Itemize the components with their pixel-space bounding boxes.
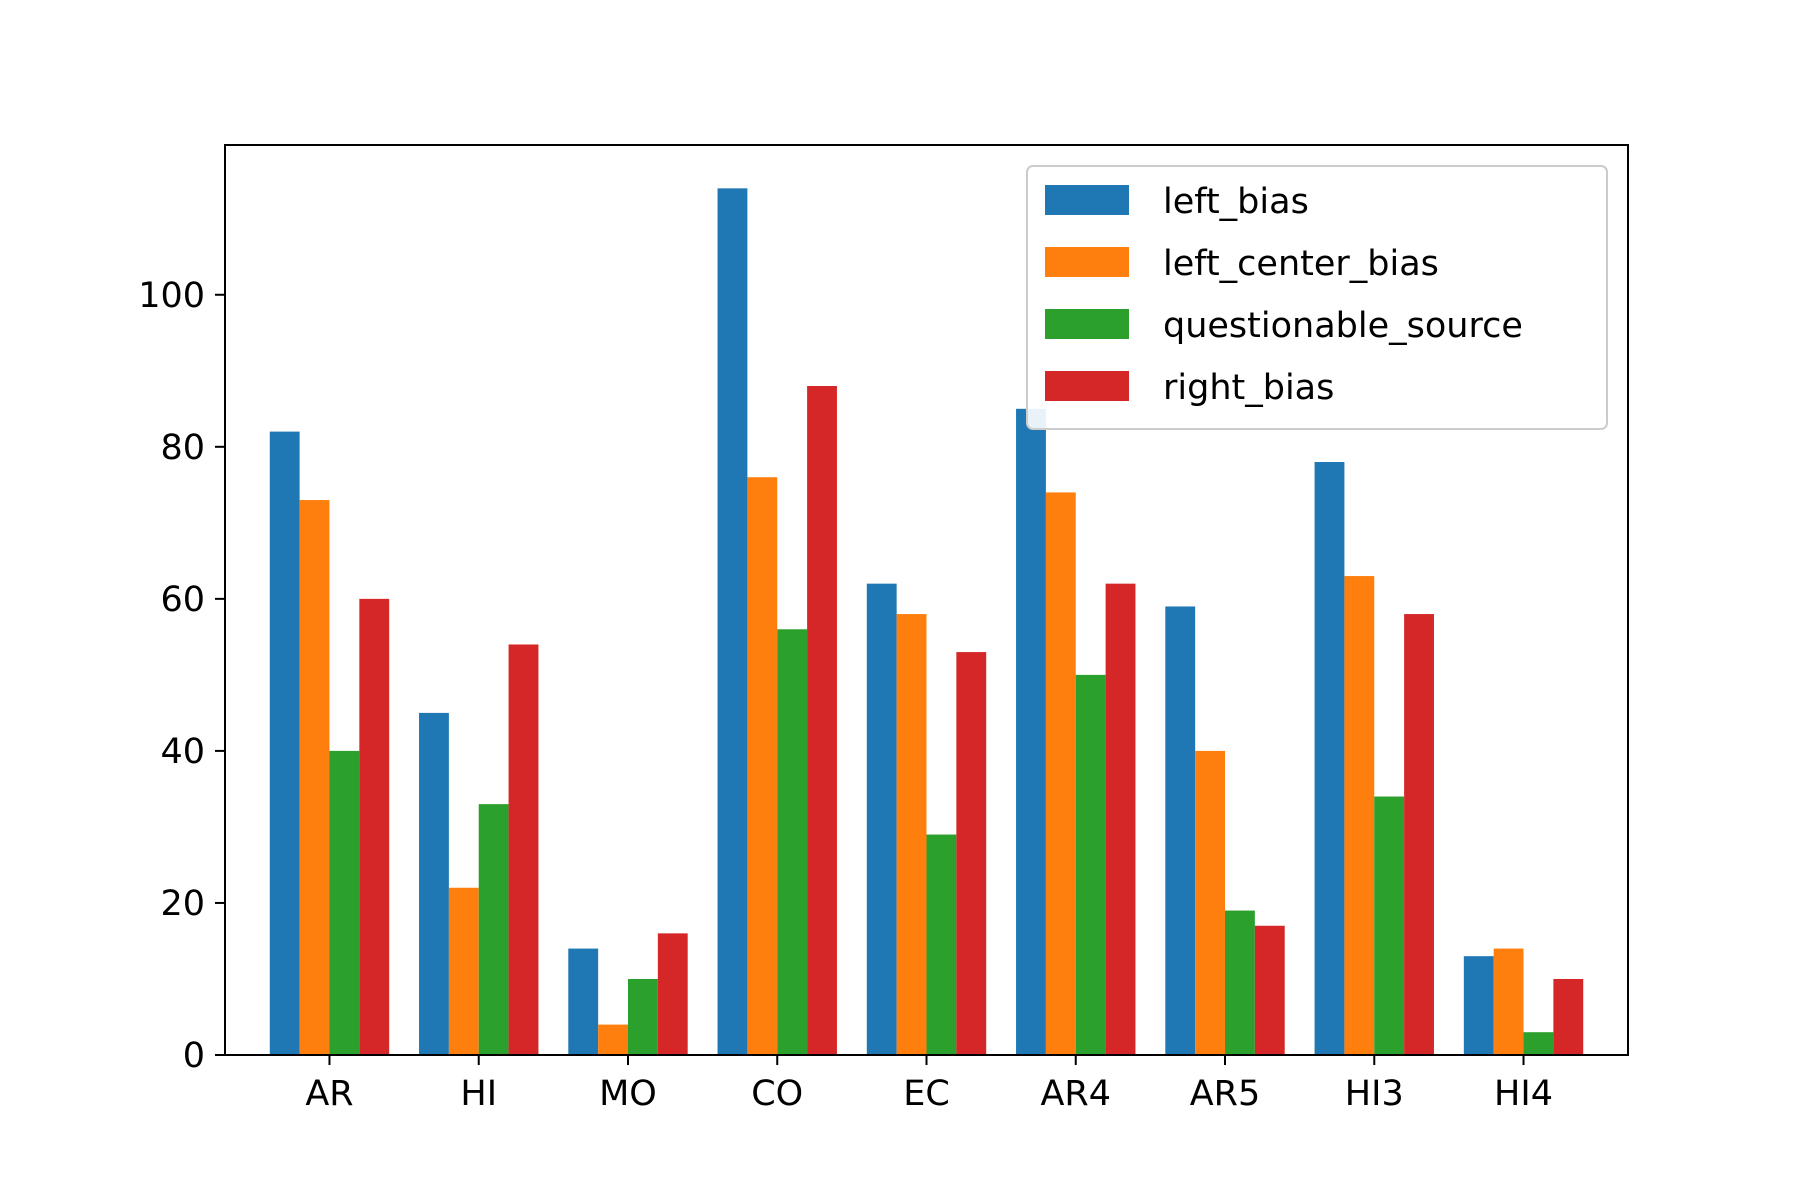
legend-swatch-questionable_source xyxy=(1045,309,1129,339)
bar-questionable_source-HI4 xyxy=(1523,1032,1554,1055)
bar-questionable_source-AR4 xyxy=(1075,674,1106,1055)
x-tick-label: CO xyxy=(751,1074,803,1114)
bar-right_bias-HI4 xyxy=(1553,978,1584,1055)
bar-questionable_source-AR5 xyxy=(1225,910,1255,1055)
bar-left_center_bias-HI xyxy=(448,887,479,1055)
bar-left_bias-CO xyxy=(717,188,748,1056)
bar-left_center_bias-CO xyxy=(747,477,778,1055)
bar-left_bias-EC xyxy=(866,583,897,1055)
bar-questionable_source-HI xyxy=(478,804,509,1055)
x-tick-label: AR xyxy=(305,1074,353,1114)
bar-left_bias-AR xyxy=(269,431,300,1056)
x-tick-label: HI xyxy=(460,1074,497,1114)
legend-label-left_center_bias: left_center_bias xyxy=(1163,244,1439,284)
legend-swatch-right_bias xyxy=(1045,371,1129,401)
x-tick-label: MO xyxy=(599,1074,657,1114)
x-tick-label: HI3 xyxy=(1345,1074,1404,1114)
y-tick-label: 20 xyxy=(160,884,205,924)
bar-left_center_bias-AR xyxy=(299,500,330,1055)
bar-left_bias-AR5 xyxy=(1165,606,1196,1055)
bar-left_center_bias-AR4 xyxy=(1045,492,1076,1056)
bar-left_bias-HI4 xyxy=(1463,956,1494,1055)
bar-left_center_bias-HI3 xyxy=(1344,576,1375,1055)
bar-right_bias-HI xyxy=(508,644,539,1055)
bar-right_bias-AR5 xyxy=(1254,925,1285,1055)
bar-left_center_bias-MO xyxy=(598,1024,628,1055)
plot-frame xyxy=(224,144,1629,1056)
x-tick-label: AR4 xyxy=(1040,1074,1111,1114)
y-axis: 0 20 40 60 80 100 xyxy=(138,276,225,1076)
bars-layer xyxy=(269,188,1584,1056)
legend-swatch-left_center_bias xyxy=(1045,247,1129,277)
bar-questionable_source-EC xyxy=(926,834,957,1055)
bar-right_bias-MO xyxy=(657,933,688,1055)
bar-left_bias-MO xyxy=(568,948,599,1055)
bar-left_center_bias-AR5 xyxy=(1195,750,1226,1055)
bar-left_center_bias-EC xyxy=(896,614,927,1055)
y-tick-label: 80 xyxy=(160,428,205,468)
bar-questionable_source-CO xyxy=(777,629,808,1055)
bar-right_bias-CO xyxy=(807,385,837,1055)
y-tick-label: 40 xyxy=(160,732,205,772)
legend-swatch-left_bias xyxy=(1045,185,1129,215)
bar-right_bias-AR xyxy=(359,598,390,1055)
legend-box xyxy=(1026,165,1608,430)
bar-left_bias-AR4 xyxy=(1016,408,1046,1056)
y-tick-label: 0 xyxy=(183,1036,205,1076)
legend: left_bias left_center_bias questionable_so… xyxy=(1026,165,1608,430)
bar-questionable_source-AR xyxy=(329,750,360,1055)
bar-questionable_source-MO xyxy=(627,978,658,1055)
x-tick-label: EC xyxy=(903,1074,950,1114)
legend-label-right_bias: right_bias xyxy=(1163,368,1334,408)
bar-left_bias-HI3 xyxy=(1314,462,1345,1055)
y-tick-label: 100 xyxy=(138,276,205,316)
bar-right_bias-HI3 xyxy=(1404,614,1434,1055)
bar-right_bias-AR4 xyxy=(1105,583,1136,1055)
bar-right_bias-EC xyxy=(956,652,987,1055)
legend-label-questionable_source: questionable_source xyxy=(1163,306,1523,346)
legend-label-left_bias: left_bias xyxy=(1163,182,1309,222)
bar-questionable_source-HI3 xyxy=(1374,796,1405,1055)
bar-left_bias-HI xyxy=(419,712,449,1055)
bar-left_center_bias-HI4 xyxy=(1493,948,1524,1055)
y-tick-label: 60 xyxy=(160,580,205,620)
x-tick-label: AR5 xyxy=(1190,1074,1261,1114)
x-tick-label: HI4 xyxy=(1494,1074,1553,1114)
x-axis: AR HI MO CO EC AR4 AR5 HI3 HI4 xyxy=(305,1055,1553,1114)
